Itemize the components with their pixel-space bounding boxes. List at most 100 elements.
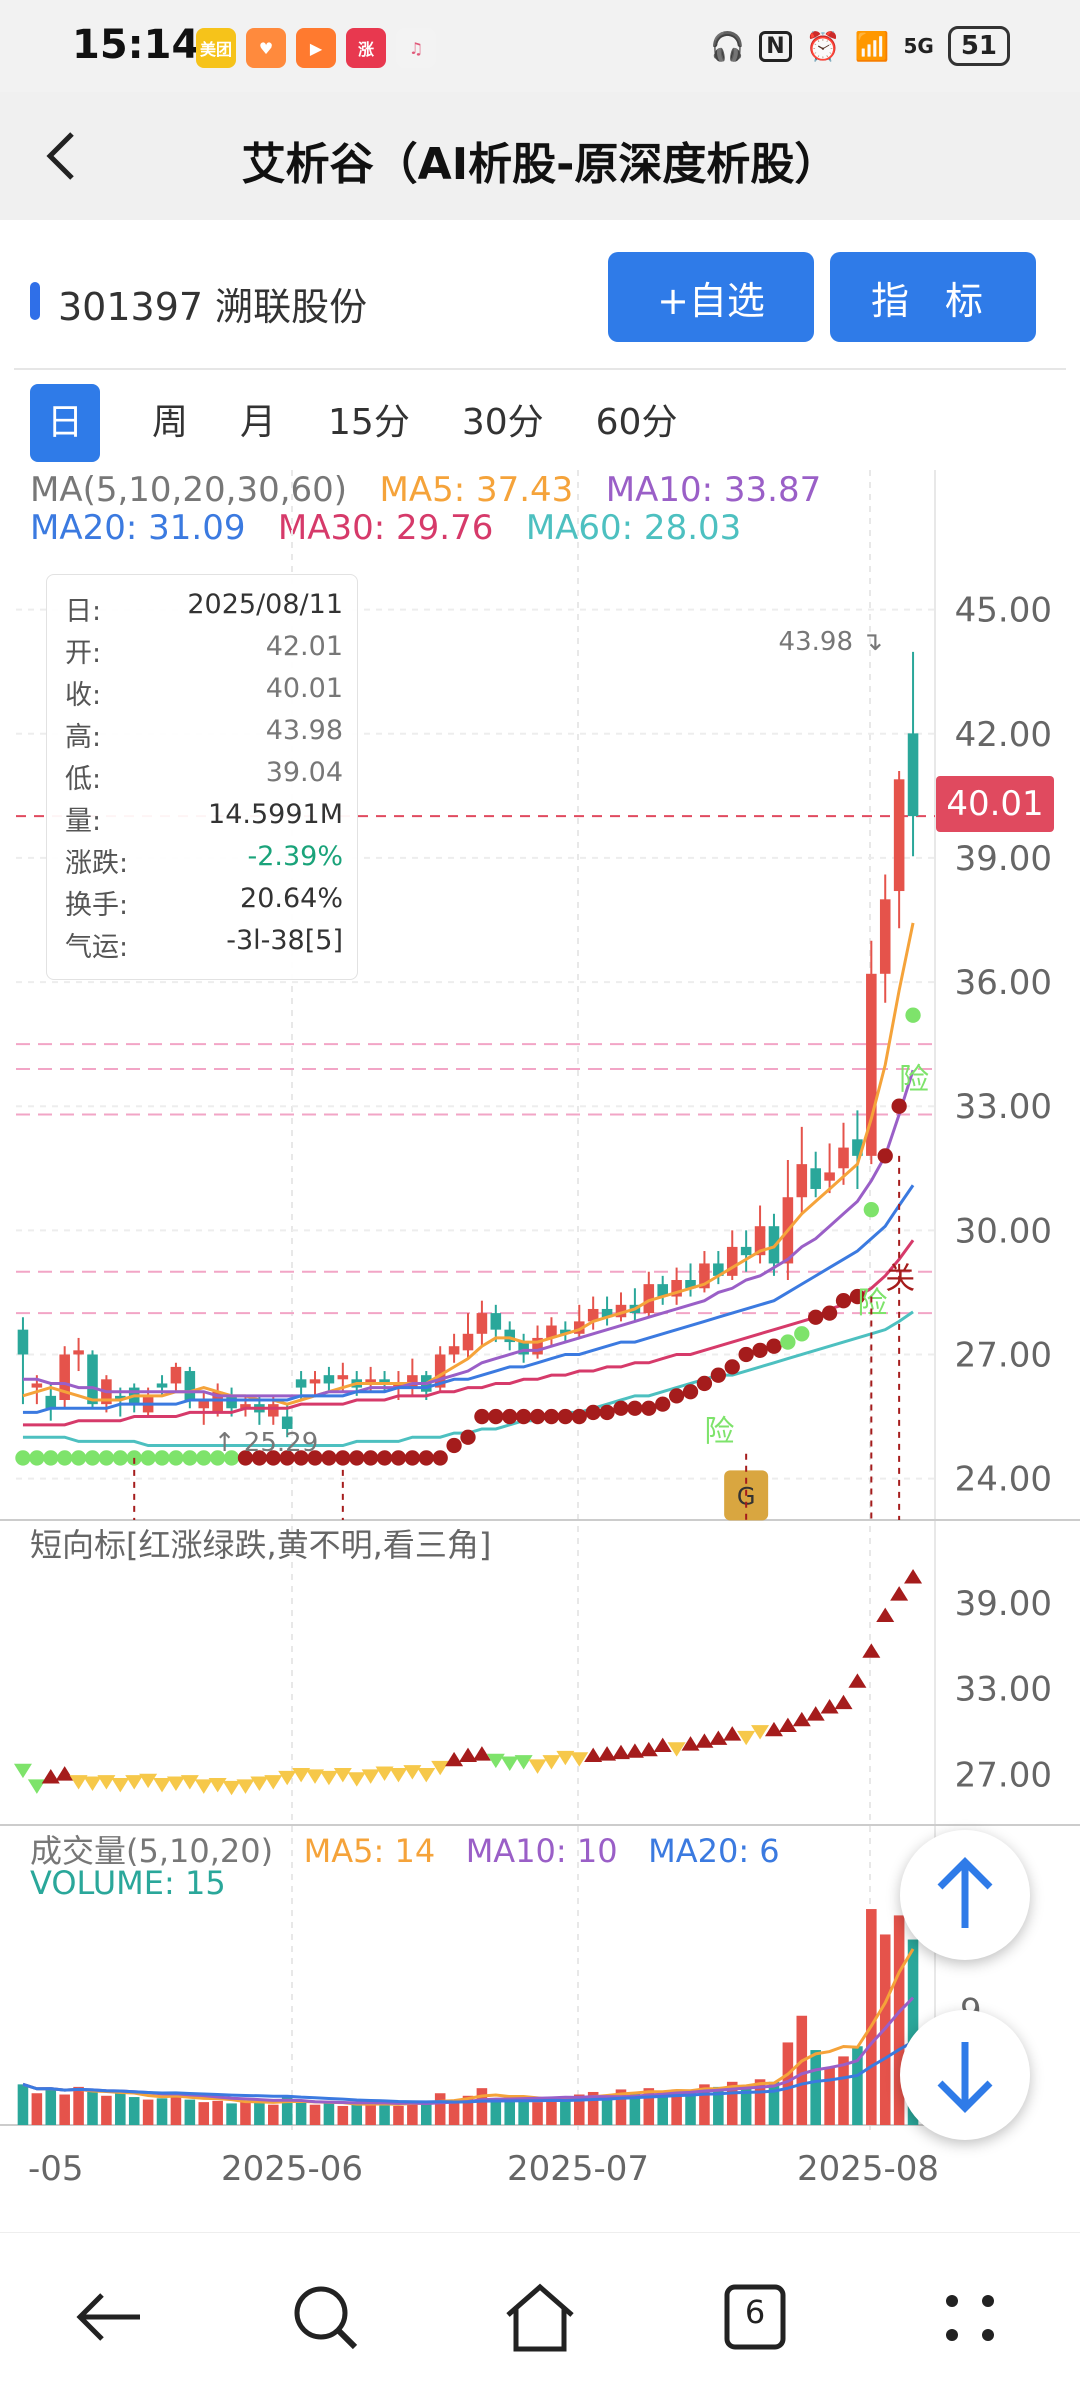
candle-body — [212, 1391, 223, 1413]
scroll-up-button[interactable] — [900, 1830, 1030, 1960]
volume-bar — [73, 2086, 84, 2125]
candle-body — [17, 1329, 29, 1355]
short-indicator-triangle — [13, 1763, 32, 1779]
candle-body — [365, 1379, 376, 1384]
nav-menu-button[interactable] — [930, 2277, 1010, 2357]
volume-bar — [31, 2093, 43, 2125]
arrow-down-icon — [937, 2042, 993, 2113]
nav-tabs-button[interactable]: 6 — [715, 2277, 795, 2357]
volume-bar — [587, 2091, 599, 2125]
x-axis-label: 2025-07 — [507, 2149, 649, 2189]
tip-volume: 14.5991M — [208, 799, 343, 830]
candle-body — [685, 1280, 696, 1289]
volume-bar — [866, 1909, 877, 2125]
back-button[interactable] — [30, 116, 110, 196]
short-indicator-triangle — [751, 1725, 770, 1740]
candle-body — [379, 1379, 390, 1384]
candle-body — [796, 1164, 808, 1198]
signal-dot — [794, 1326, 810, 1342]
short-indicator-triangle — [820, 1699, 839, 1714]
candle-body — [893, 779, 905, 892]
short-indicator-triangle — [292, 1767, 311, 1783]
volume-bar — [643, 2088, 655, 2125]
candle-body — [448, 1346, 460, 1355]
volume-bar — [629, 2093, 641, 2125]
short-indicator-triangle — [375, 1766, 394, 1781]
volume-bars — [17, 1909, 919, 2125]
tip-luck: -3l-38[5] — [226, 925, 343, 956]
status-bar: 15:14 美团 ♥ ▶ 涨 ♫ 🎧 N ⏰ 📶 5G 51 — [0, 0, 1080, 92]
price-axis-label: 39.00 — [955, 839, 1052, 879]
tab-month[interactable]: 月 — [240, 402, 277, 443]
volume-bar — [740, 2085, 752, 2125]
volume-bar — [671, 2089, 682, 2125]
tab-week[interactable]: 周 — [152, 402, 189, 443]
tab-30min[interactable]: 30分 — [461, 402, 544, 443]
x-axis-label: 2025-06 — [221, 2149, 363, 2189]
volume-bar — [573, 2094, 585, 2125]
signal-dot — [821, 1305, 838, 1321]
wifi-icon: 📶 — [854, 29, 890, 63]
short-indicator-triangle — [417, 1767, 436, 1783]
period-tabs: 日 周 月 15分 30分 60分 — [30, 384, 729, 462]
signal-dot — [515, 1408, 532, 1425]
short-indicator-triangle — [737, 1730, 756, 1746]
tab-60min[interactable]: 60分 — [595, 402, 678, 443]
volume-bar — [560, 2098, 571, 2125]
short-indicator-triangle — [347, 1772, 366, 1787]
short-indicator-triangle — [486, 1753, 505, 1769]
short-indicator-triangle — [166, 1776, 185, 1791]
signal-dot — [376, 1450, 393, 1466]
volume-bar — [893, 1915, 905, 2125]
candle-body — [240, 1404, 251, 1409]
candle-body — [810, 1168, 821, 1189]
back-arrow-icon — [76, 2293, 140, 2341]
tab-day[interactable]: 日 — [30, 384, 100, 462]
volume-bar — [518, 2099, 529, 2125]
signal-dot — [808, 1309, 824, 1325]
current-price-tag: 40.01 — [936, 776, 1054, 832]
short-indicator-triangle — [834, 1694, 853, 1710]
short-indicator-triangle — [764, 1721, 783, 1737]
indicator-button[interactable]: 指 标 — [830, 252, 1036, 342]
candle-body — [295, 1379, 307, 1388]
tab-15min[interactable]: 15分 — [328, 402, 410, 443]
candle-body — [532, 1337, 543, 1355]
nav-back-button[interactable] — [70, 2277, 150, 2357]
ma10-line — [22, 1069, 915, 1398]
signal-dot — [780, 1334, 796, 1350]
candle-body — [518, 1342, 529, 1355]
signal-dot — [488, 1408, 504, 1425]
volume-bar — [448, 2099, 460, 2125]
signal-dot — [390, 1450, 407, 1466]
signal-dot — [835, 1293, 852, 1309]
volume-bar — [504, 2100, 516, 2125]
signal-dot — [210, 1450, 226, 1466]
volume-bar — [365, 2102, 376, 2125]
tip-row-date: 日: 2025/08/11 — [65, 589, 343, 627]
short-indicator-triangle — [667, 1742, 686, 1757]
signal-dot — [279, 1450, 295, 1466]
scroll-down-button[interactable] — [900, 2010, 1030, 2140]
signal-dot — [70, 1450, 87, 1466]
add-favorite-button[interactable]: +自选 — [608, 252, 814, 342]
signal-dot — [98, 1450, 115, 1466]
price-axis-label: 30.00 — [955, 1211, 1052, 1251]
volume-bar — [713, 2086, 724, 2125]
volume-bar — [768, 2081, 780, 2125]
short-indicator-triangle — [83, 1776, 102, 1791]
signal-dot — [738, 1346, 754, 1363]
nav-search-button[interactable] — [285, 2277, 365, 2357]
signal-dot — [418, 1450, 434, 1466]
volume-bar — [142, 2099, 154, 2125]
candle-body — [824, 1172, 835, 1181]
candle-body — [726, 1246, 738, 1276]
signal-dot — [404, 1450, 421, 1466]
signal-dot — [362, 1450, 379, 1466]
signal-dot — [154, 1450, 170, 1466]
nav-home-button[interactable] — [500, 2277, 580, 2357]
candle-body — [699, 1263, 710, 1289]
x-axis-label: 2025-08 — [797, 2149, 939, 2189]
short-indicator-triangle — [41, 1769, 60, 1784]
